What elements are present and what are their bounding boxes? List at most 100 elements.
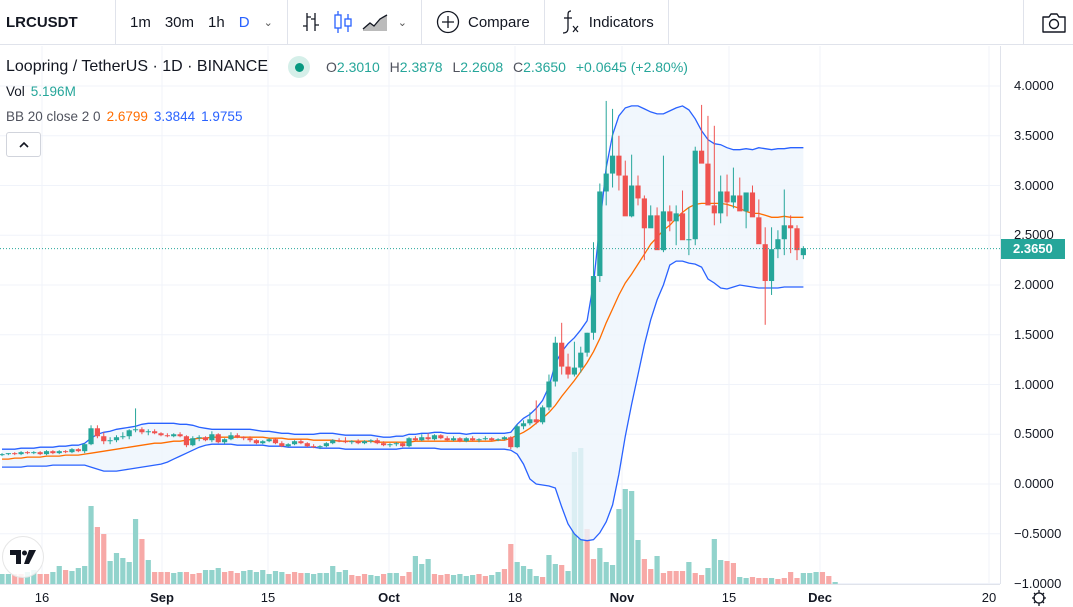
- candle-body: [667, 211, 673, 222]
- time-tick: Sep: [150, 590, 174, 605]
- volume-legend[interactable]: Vol 5.196M: [6, 84, 694, 99]
- candle-body: [622, 175, 628, 217]
- candle-body: [699, 150, 705, 164]
- candle-body: [463, 438, 469, 442]
- price-tick: 1.5000: [1014, 326, 1054, 342]
- camera-icon[interactable]: [1039, 8, 1069, 38]
- candle-body: [520, 423, 527, 427]
- indicators-button[interactable]: Indicators: [553, 3, 660, 41]
- volume-bar: [431, 574, 438, 584]
- top-toolbar: LRCUSDT 1m 30m 1h D ⌄ ⌄ Compare Indicato…: [0, 0, 1073, 45]
- candle-body: [126, 430, 132, 437]
- volume-bar: [260, 570, 266, 584]
- volume-bar: [126, 562, 132, 584]
- volume-bar: [463, 576, 469, 584]
- candle-body: [88, 428, 94, 445]
- candle-body: [260, 441, 266, 444]
- volume-bar: [12, 574, 18, 584]
- symbol-search[interactable]: LRCUSDT: [6, 13, 78, 31]
- candle-body: [597, 191, 603, 277]
- volume-bar: [603, 562, 609, 584]
- volume-bar: [298, 573, 304, 584]
- toolbar-divider: [667, 0, 669, 45]
- toolbar-divider: [115, 0, 116, 45]
- candle-body: [113, 437, 120, 441]
- candle-body: [514, 426, 520, 448]
- candle-body: [660, 211, 667, 251]
- candle-body: [164, 435, 170, 437]
- volume-bar: [202, 570, 209, 584]
- volume-bar: [705, 568, 711, 584]
- candle-body: [31, 452, 37, 454]
- volume-bar: [743, 578, 749, 584]
- volume-bar: [56, 566, 62, 584]
- candle-body: [145, 431, 151, 433]
- volume-bar: [807, 573, 813, 584]
- volume-bar: [18, 574, 24, 584]
- volume-bar: [304, 573, 310, 584]
- candles-icon[interactable]: [328, 7, 358, 37]
- candle-body: [673, 213, 679, 222]
- volume-bar: [425, 559, 431, 584]
- price-tick: 1.0000: [1014, 376, 1054, 392]
- volume-bar: [37, 574, 43, 584]
- price-chart[interactable]: [0, 46, 1000, 584]
- price-axis[interactable]: 2.3650 4.0000 3.5000 3.0000 2.5000 2.0000 1.5…: [1000, 46, 1073, 591]
- volume-bar: [711, 539, 717, 584]
- volume-bar: [546, 555, 552, 584]
- candle-body: [501, 437, 508, 440]
- compare-button[interactable]: Compare: [430, 4, 536, 40]
- volume-bar: [590, 559, 597, 584]
- high-value: 2.3878: [399, 59, 443, 75]
- candle-body: [724, 191, 730, 203]
- candle-body: [508, 437, 514, 448]
- volume-bar: [673, 571, 679, 584]
- candle-body: [641, 198, 647, 229]
- volume-bar: [520, 566, 527, 584]
- price-tick: 2.5000: [1014, 227, 1054, 243]
- volume-bar: [788, 572, 794, 584]
- candle-body: [476, 439, 482, 441]
- candle-body: [692, 150, 698, 240]
- volume-bar: [527, 569, 533, 584]
- candle-body: [24, 452, 31, 454]
- area-icon[interactable]: [360, 7, 390, 37]
- candle-body: [711, 205, 717, 214]
- volume-bar: [107, 561, 113, 584]
- candle-body: [533, 419, 539, 423]
- candle-body: [546, 381, 552, 408]
- interval-1m[interactable]: 1m: [130, 13, 151, 31]
- candle-body: [489, 438, 495, 441]
- chevron-down-icon[interactable]: ⌄: [263, 16, 273, 29]
- interval-1h[interactable]: 1h: [208, 13, 225, 31]
- price-tick: 3.0000: [1014, 177, 1054, 193]
- interval-d[interactable]: D: [238, 13, 250, 31]
- candle-body: [705, 163, 711, 206]
- market-status-icon[interactable]: [288, 56, 311, 78]
- bollinger-fill: [2, 105, 804, 541]
- candle-body: [50, 451, 56, 454]
- tradingview-logo[interactable]: [2, 536, 44, 578]
- chevron-down-icon[interactable]: ⌄: [397, 16, 407, 29]
- volume-bar: [400, 576, 406, 584]
- candle-body: [361, 441, 368, 444]
- bb-lower-value: 1.9755: [201, 109, 243, 124]
- candle-body: [241, 437, 247, 439]
- toolbar-divider: [543, 0, 545, 45]
- volume-bar: [635, 540, 641, 584]
- volume-bar: [699, 575, 705, 584]
- bars-icon[interactable]: [296, 7, 326, 37]
- settings-gear-icon[interactable]: [1030, 588, 1048, 607]
- interval-30m[interactable]: 30m: [164, 13, 195, 31]
- ohlc-values: O2.3010 H2.3878 L2.2608 C2.3650 +0.0645 …: [326, 59, 688, 75]
- candle-body: [590, 276, 597, 333]
- volume-bar: [190, 574, 196, 584]
- bollinger-legend[interactable]: BB 20 close 2 0 2.6799 3.3844 1.9755: [6, 109, 694, 124]
- collapse-legend-button[interactable]: [6, 132, 41, 157]
- volume-bar: [50, 572, 56, 584]
- series-title: Loopring / TetherUS · 1D · BINANCE: [6, 58, 269, 75]
- volume-bar: [584, 529, 590, 584]
- volume-bar: [31, 570, 37, 584]
- time-axis[interactable]: 16 Sep 15 Oct 18 Nov 15 Dec 20: [0, 584, 1000, 607]
- volume-bar: [819, 572, 826, 584]
